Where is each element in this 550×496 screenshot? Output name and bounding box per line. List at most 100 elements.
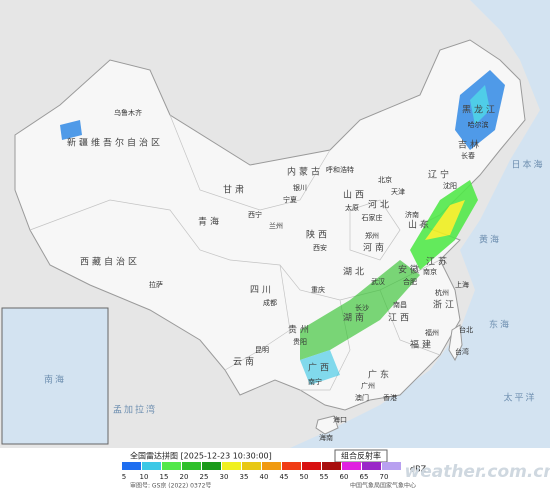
- label: 河北: [368, 199, 392, 211]
- label: 台湾: [455, 347, 469, 356]
- legend-swatch: [322, 462, 341, 470]
- label: 陕西: [306, 229, 330, 241]
- label: 浙江: [433, 299, 457, 311]
- legend-swatch: [202, 462, 221, 470]
- label: 昆明: [255, 346, 269, 354]
- label: 太原: [345, 203, 359, 212]
- label: 杭州: [435, 288, 449, 297]
- legend-tick-label: 35: [240, 473, 249, 481]
- legend-swatch: [242, 462, 261, 470]
- legend-swatch: [142, 462, 161, 470]
- label: 银川: [293, 183, 307, 192]
- legend-swatch: [162, 462, 181, 470]
- label: 广西: [308, 362, 332, 374]
- legend-swatch: [122, 462, 141, 470]
- label: 济南: [405, 210, 419, 219]
- label: 黑龙江: [462, 104, 498, 116]
- label: 湖北: [343, 267, 367, 278]
- legend-tick-label: 10: [140, 473, 149, 481]
- label: 内蒙古: [287, 166, 323, 178]
- legend-swatch: [362, 462, 381, 470]
- legend-tick-label: 45: [280, 473, 289, 481]
- label: 哈尔滨: [468, 120, 489, 129]
- legend-tick-label: 5: [122, 473, 126, 481]
- label: 长沙: [355, 303, 369, 312]
- legend-swatch: [222, 462, 241, 470]
- publisher: 中国气象局国家气象中心: [350, 482, 416, 490]
- label: 山西: [343, 190, 367, 201]
- legend-tick-label: 60: [340, 473, 349, 481]
- legend-swatch: [262, 462, 281, 470]
- legend-tick-label: 40: [260, 473, 269, 481]
- label: 黄海: [479, 234, 501, 246]
- label: 太平洋: [503, 392, 536, 404]
- label: 孟加拉湾: [113, 404, 157, 416]
- label: 福建: [410, 339, 434, 351]
- label: 山东: [408, 219, 432, 231]
- label: 北京: [378, 175, 392, 184]
- label: 河南: [363, 242, 387, 254]
- label: 新疆维吾尔自治区: [67, 137, 163, 149]
- legend-tick-label: 50: [300, 473, 309, 481]
- label: 福州: [425, 328, 439, 337]
- legend-tick-label: 55: [320, 473, 329, 481]
- label: 云南: [233, 356, 257, 368]
- label: 四川: [250, 286, 274, 296]
- legend-swatch: [182, 462, 201, 470]
- label: 湖南: [343, 312, 367, 324]
- label: 东海: [489, 319, 511, 331]
- legend-swatch: [342, 462, 361, 470]
- legend-tick-label: 20: [180, 473, 189, 481]
- label: 合肥: [403, 277, 417, 286]
- label: 成都: [263, 298, 277, 307]
- label: 西藏自治区: [80, 256, 140, 268]
- label: 乌鲁木齐: [114, 108, 142, 117]
- label: 江西: [388, 313, 412, 324]
- label: 广东: [368, 369, 392, 381]
- legend-tick-label: 65: [360, 473, 369, 481]
- watermark: weather.com.cn: [405, 462, 550, 482]
- label: 西安: [313, 243, 327, 252]
- label: 天津: [391, 188, 405, 196]
- product: 组合反射率: [341, 451, 381, 461]
- label: 甘肃: [223, 184, 247, 196]
- label: 澳门: [355, 393, 369, 402]
- label: 贵阳: [293, 337, 307, 346]
- label: 石家庄: [362, 213, 383, 222]
- label: 沈阳: [443, 181, 457, 190]
- label: 拉萨: [149, 280, 163, 289]
- label: 日本海: [511, 159, 544, 171]
- legend-tick-label: 15: [160, 473, 169, 481]
- label: 宁夏: [283, 195, 297, 204]
- label: 兰州: [269, 221, 283, 230]
- label: 安徽: [398, 264, 422, 276]
- label: 郑州: [365, 232, 379, 240]
- legend-swatch: [302, 462, 321, 470]
- label: 贵州: [288, 324, 312, 336]
- legend-tick-label: 70: [380, 473, 389, 481]
- legend-tick-label: 25: [200, 473, 209, 481]
- label: 海口: [333, 415, 347, 424]
- legend-tick-label: 30: [220, 473, 229, 481]
- label: 台北: [459, 325, 473, 334]
- label: 海南: [319, 433, 333, 442]
- label: 呼和浩特: [326, 165, 354, 174]
- label: 吉林: [458, 139, 482, 151]
- title: 全国雷达拼图 [2025-12-23 10:30:00]: [130, 451, 272, 461]
- label: 上海: [455, 280, 469, 289]
- label: 南宁: [308, 377, 322, 386]
- label: 西宁: [248, 210, 262, 219]
- label: 长春: [461, 151, 475, 160]
- label: 南京: [423, 267, 437, 276]
- label: 南海: [44, 374, 66, 386]
- legend-swatch: [382, 462, 401, 470]
- label: 重庆: [311, 285, 325, 294]
- legend-swatch: [282, 462, 301, 470]
- label: 香港: [383, 393, 397, 402]
- label: 武汉: [371, 277, 385, 286]
- label: 广州: [361, 381, 375, 390]
- label: 南昌: [393, 300, 407, 309]
- label: 江苏: [426, 256, 450, 268]
- label: 青海: [198, 216, 222, 228]
